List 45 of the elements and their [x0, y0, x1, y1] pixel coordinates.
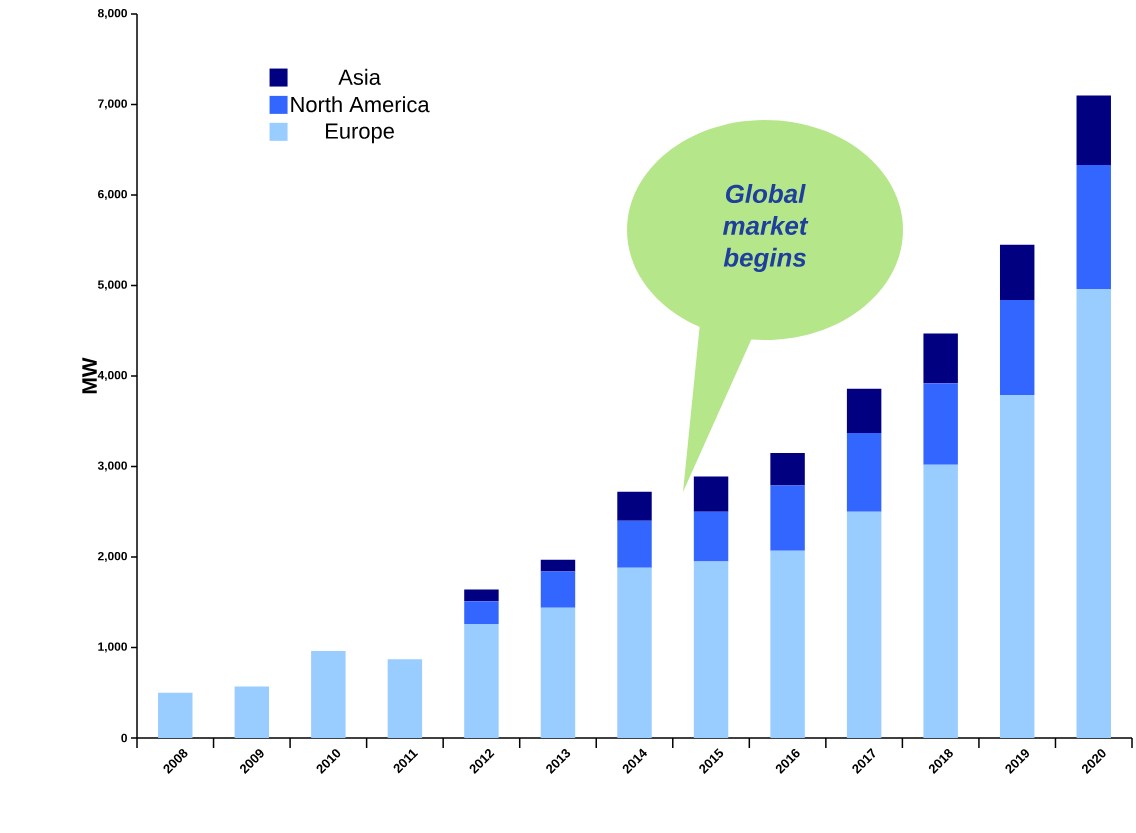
bar: [693, 561, 729, 738]
y-tick-label: 5,000: [97, 280, 127, 291]
bar: [234, 686, 270, 738]
bar: [846, 388, 882, 433]
bar: [387, 659, 423, 738]
bar: [617, 491, 652, 521]
legend-label: Europe: [326, 123, 394, 144]
bar: [693, 476, 729, 512]
legend-label: North America: [291, 96, 430, 113]
bar: [693, 511, 729, 562]
annotation: Global market begins: [722, 184, 809, 272]
legend-label: Asia: [338, 68, 381, 85]
y-tick-label: 2,000: [98, 551, 127, 563]
bar: [923, 383, 958, 465]
y-tick-label: 8,000: [97, 8, 127, 20]
y-tick-label: 0: [121, 733, 127, 743]
y-tick-label: 6,000: [98, 189, 127, 201]
bar: [617, 520, 652, 568]
y-tick-label: 3,000: [97, 461, 127, 472]
bar: [1076, 165, 1111, 290]
bar: [1076, 289, 1111, 738]
bar: [540, 607, 576, 738]
bar: [311, 651, 346, 738]
bar: [923, 464, 958, 738]
bar: [617, 567, 652, 738]
bar: [1076, 95, 1111, 166]
bar: [770, 452, 805, 486]
bar: [770, 550, 805, 738]
bar: [770, 485, 805, 551]
y-tick-label: 1,000: [98, 642, 127, 653]
bar: [540, 559, 576, 572]
bar: [846, 433, 882, 512]
y-tick-label: 7,000: [98, 99, 127, 110]
bar: [464, 601, 499, 624]
bar: [464, 623, 499, 738]
bar: [999, 299, 1035, 395]
bar: [923, 333, 958, 384]
bar: [464, 589, 499, 602]
bar: [158, 692, 193, 738]
bar: [540, 571, 576, 608]
bar: [846, 511, 882, 738]
y-axis-title: MW: [82, 357, 97, 394]
bar: [999, 244, 1035, 300]
bar: [999, 394, 1035, 738]
y-tick-label: 4,000: [97, 370, 127, 382]
